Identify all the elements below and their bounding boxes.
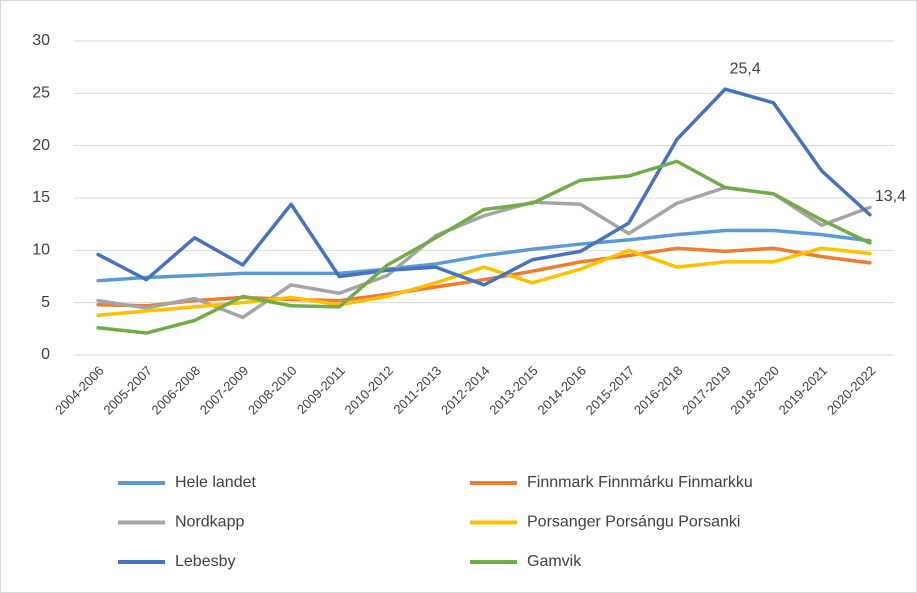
legend-label: Nordkapp [175,514,244,531]
y-tick-label: 0 [41,346,50,363]
legend-label: Finnmark Finnmárku Finmarkku [527,474,753,491]
y-tick-label: 15 [32,189,50,206]
line [96,159,872,335]
line [96,87,872,287]
legend-label: Hele landet [175,474,257,491]
y-tick-label: 10 [32,242,50,259]
data-label: 25,4 [730,60,761,77]
line [96,228,872,283]
y-tick-label: 20 [32,137,50,154]
legend-label: Porsanger Porsángu Porsanki [527,514,740,531]
data-label: 13,4 [875,188,906,205]
y-tick-label: 30 [32,32,50,49]
y-tick-label: 25 [32,85,50,102]
y-tick-label: 5 [41,294,50,311]
legend-label: Gamvik [527,553,582,570]
legend-label: Lebesby [175,553,236,570]
line [96,246,872,308]
